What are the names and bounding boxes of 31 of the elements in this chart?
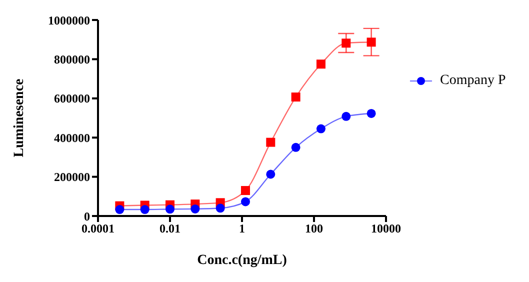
y-axis-title: Luminesence bbox=[12, 78, 27, 158]
point bbox=[190, 204, 200, 214]
point bbox=[266, 138, 276, 147]
point bbox=[316, 60, 326, 69]
point bbox=[366, 108, 376, 118]
point bbox=[240, 186, 250, 196]
point bbox=[366, 38, 376, 47]
point bbox=[316, 124, 326, 134]
point bbox=[166, 204, 174, 214]
point bbox=[342, 38, 351, 48]
point bbox=[216, 204, 225, 213]
x-axis-title: Conc.c(ng/mL) bbox=[197, 253, 288, 268]
y-tick-label: 600000 bbox=[54, 92, 90, 106]
y-tick-label: 200000 bbox=[54, 170, 90, 184]
legend-label: Company P bbox=[440, 73, 506, 89]
x-tick-label: 10000 bbox=[371, 222, 401, 236]
y-tick-label: 800000 bbox=[54, 52, 90, 66]
y-tick-label: 400000 bbox=[54, 130, 90, 145]
x-tick-label: 0.0001 bbox=[82, 222, 114, 236]
point bbox=[115, 205, 124, 214]
point bbox=[291, 142, 300, 152]
y-tick-label: 1000000 bbox=[48, 13, 90, 28]
x-tick-label: 1 bbox=[239, 222, 245, 236]
x-tick-label: 100 bbox=[305, 222, 323, 236]
point bbox=[240, 197, 250, 206]
point bbox=[291, 92, 300, 102]
y-tick-label: 0 bbox=[84, 209, 90, 224]
point bbox=[266, 170, 276, 179]
point bbox=[342, 112, 351, 121]
point bbox=[140, 205, 150, 214]
x-tick-label: 0.01 bbox=[160, 222, 180, 236]
